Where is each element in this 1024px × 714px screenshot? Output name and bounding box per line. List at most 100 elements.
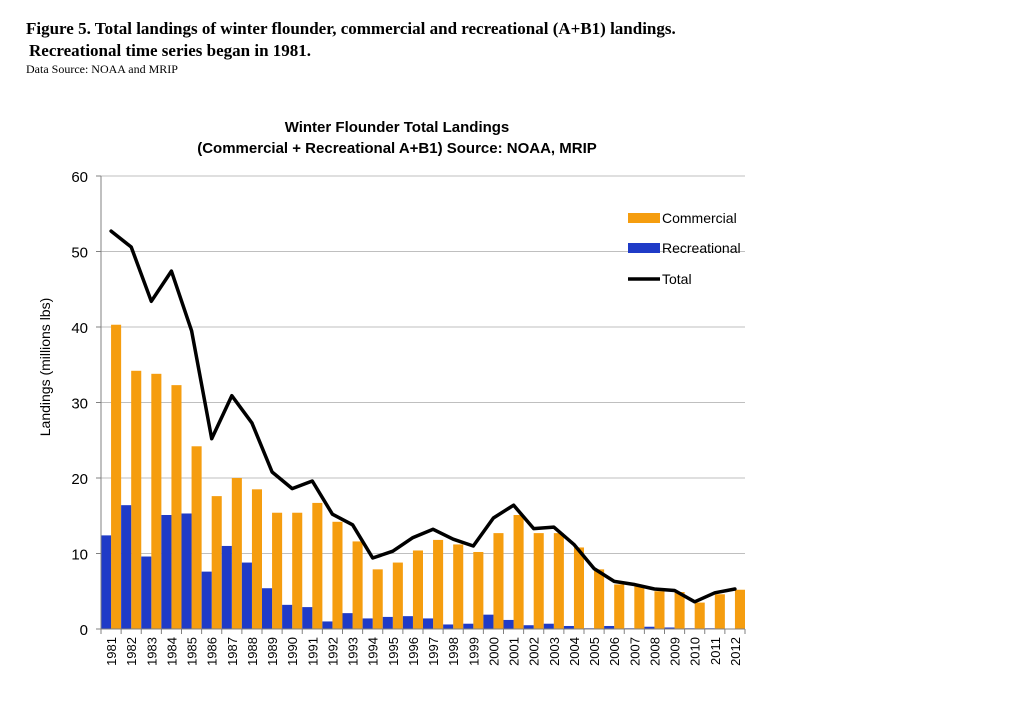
bar-commercial-1986 — [211, 496, 222, 629]
x-tick-labels: 1981 1982 1983 1984 1985 1986 1987 1988 1989 1990… — [104, 637, 743, 666]
x-tick-label: 2011 — [708, 637, 723, 665]
bar-commercial-1981 — [111, 324, 122, 629]
bar-recreational-1986 — [201, 571, 212, 629]
bar-commercial-2003 — [553, 533, 564, 629]
legend-swatch-recreational — [628, 243, 660, 253]
bar-recreational-1987 — [221, 545, 232, 629]
bar-commercial-2012 — [734, 589, 745, 629]
bar-recreational-1984 — [161, 514, 172, 629]
x-tick-label: 2009 — [668, 637, 683, 666]
x-tick-label: 1985 — [185, 637, 200, 666]
data-source-note: Data Source: NOAA and MRIP — [26, 62, 178, 76]
figure-title-line1: Figure 5. Total landings of winter floun… — [26, 19, 676, 38]
bar-commercial-1985 — [191, 446, 202, 629]
commercial-bars — [111, 324, 745, 629]
bar-commercial-2001 — [513, 514, 524, 629]
bar-recreational-1999 — [463, 623, 474, 629]
bar-recreational-1988 — [241, 562, 252, 629]
bar-commercial-2010 — [694, 602, 705, 629]
x-tick-label: 1991 — [305, 637, 320, 666]
x-tick-label: 1981 — [104, 637, 119, 666]
bar-commercial-1988 — [251, 489, 262, 629]
x-tick-label: 1989 — [265, 637, 280, 666]
bar-commercial-1992 — [332, 521, 343, 629]
bar-commercial-1982 — [131, 370, 142, 629]
bar-recreational-2009 — [664, 627, 675, 629]
bar-commercial-2011 — [714, 594, 725, 629]
bar-recreational-2000 — [483, 614, 494, 629]
bar-recreational-2006 — [604, 625, 615, 629]
bar-recreational-1982 — [121, 505, 132, 629]
bar-commercial-1997 — [433, 539, 444, 629]
x-tick-label: 1988 — [245, 637, 260, 666]
figure-title-line2: Recreational time series began in 1981. — [29, 41, 312, 60]
x-tick-label: 1992 — [325, 637, 340, 666]
y-axis-label: Landings (millions lbs) — [37, 298, 53, 437]
x-tick-label: 2005 — [587, 637, 602, 666]
bar-commercial-1987 — [231, 478, 242, 629]
total-line — [109, 229, 737, 604]
bar-commercial-2007 — [634, 585, 645, 629]
bar-recreational-1998 — [443, 624, 454, 629]
x-tick-label: 1986 — [205, 637, 220, 666]
x-tick-label: 1994 — [366, 637, 381, 666]
figure-caption: Figure 5. Total landings of winter floun… — [26, 18, 1006, 76]
x-tick-label: 2008 — [647, 637, 662, 666]
bar-commercial-2002 — [533, 533, 544, 629]
bar-recreational-1981 — [101, 535, 112, 629]
figure-title: Figure 5. Total landings of winter floun… — [26, 18, 1006, 62]
bar-recreational-2001 — [503, 619, 514, 629]
legend-swatch-commercial — [628, 213, 660, 223]
axes — [96, 175, 746, 634]
x-tick-label: 1996 — [406, 637, 421, 666]
bar-commercial-1995 — [392, 562, 403, 629]
x-tick-label: 2001 — [507, 637, 522, 666]
bar-commercial-1990 — [292, 512, 303, 629]
y-tick-label: 40 — [71, 320, 88, 337]
bar-recreational-1985 — [181, 513, 192, 629]
x-tick-label: 1984 — [164, 637, 179, 666]
x-tick-label: 2004 — [567, 637, 582, 666]
bar-commercial-2006 — [614, 584, 625, 629]
bar-commercial-1991 — [312, 502, 323, 629]
bar-commercial-1993 — [352, 541, 363, 629]
legend-label-total: Total — [662, 271, 692, 287]
bar-commercial-2000 — [493, 533, 504, 629]
bar-commercial-2005 — [594, 569, 605, 629]
y-tick-label: 50 — [71, 245, 88, 262]
x-tick-label: 1987 — [225, 637, 240, 666]
bar-recreational-1995 — [382, 616, 393, 629]
y-tick-label: 60 — [71, 169, 88, 186]
x-tick-label: 2007 — [627, 637, 642, 666]
bar-recreational-1993 — [342, 613, 353, 629]
bar-recreational-1994 — [362, 618, 373, 629]
y-tick-label: 30 — [71, 396, 88, 413]
chart-subtitle: (Commercial + Recreational A+B1) Source:… — [197, 140, 597, 157]
bar-commercial-2009 — [674, 592, 685, 629]
bar-recreational-1992 — [322, 621, 333, 629]
bar-recreational-1997 — [423, 618, 434, 629]
y-tick-label: 0 — [80, 622, 88, 639]
bar-commercial-2004 — [573, 547, 584, 629]
x-tick-label: 1999 — [466, 637, 481, 666]
x-tick-label: 1982 — [124, 637, 139, 666]
legend-label-recreational: Recreational — [662, 240, 741, 256]
y-tick-label: 10 — [71, 547, 88, 564]
recreational-bars — [101, 505, 715, 629]
bar-recreational-1989 — [262, 588, 273, 629]
bar-commercial-1994 — [372, 569, 383, 629]
bar-commercial-1998 — [453, 544, 464, 629]
x-tick-label: 1990 — [285, 637, 300, 666]
bar-recreational-1990 — [282, 604, 293, 629]
legend: Commercial Recreational Total — [628, 210, 741, 287]
x-tick-label: 1993 — [346, 637, 361, 666]
bar-commercial-2008 — [654, 591, 665, 629]
x-tick-label: 2010 — [688, 637, 703, 666]
chart-title: Winter Flounder Total Landings — [285, 119, 510, 136]
bar-recreational-2002 — [523, 625, 534, 629]
x-tick-label: 1998 — [446, 637, 461, 666]
x-tick-label: 2002 — [527, 637, 542, 666]
y-tick-label: 20 — [71, 471, 88, 488]
y-tick-labels: 0 10 20 30 40 50 60 — [71, 169, 88, 639]
